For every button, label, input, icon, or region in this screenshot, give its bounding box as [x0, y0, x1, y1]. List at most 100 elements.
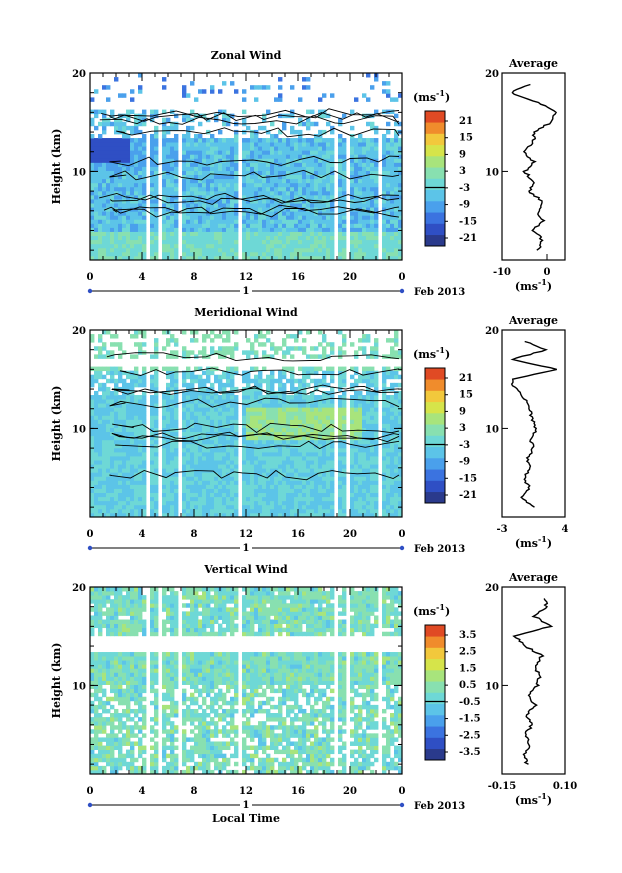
heatmap-cell: [250, 378, 255, 384]
heatmap-cell: [130, 97, 135, 102]
heatmap-cell: [114, 456, 119, 461]
heatmap-cell: [186, 423, 191, 428]
heatmap-cell: [138, 170, 143, 176]
heatmap-cell: [314, 468, 319, 473]
heatmap-cell: [322, 247, 327, 253]
heatmap-cell: [202, 439, 207, 445]
heatmap-cell: [354, 370, 359, 376]
heatmap-cell: [122, 378, 127, 384]
heatmap-cell: [266, 166, 271, 171]
heatmap-cell: [282, 354, 287, 359]
heatmap-cell: [202, 334, 207, 339]
heatmap-cell: [350, 215, 355, 220]
heatmap-cell: [398, 215, 403, 220]
heatmap-cell: [118, 174, 123, 180]
heatmap-cell: [350, 170, 355, 176]
heatmap-cell: [246, 239, 251, 245]
heatmap-cell: [306, 85, 311, 90]
heatmap-cell: [266, 178, 271, 184]
heatmap-cell: [230, 403, 235, 408]
heatmap-cell: [294, 219, 299, 224]
heatmap-cell: [154, 423, 159, 428]
heatmap-cell: [242, 374, 247, 380]
heatmap-cell: [118, 154, 123, 159]
heatmap-cell: [262, 468, 267, 473]
heatmap-cell: [154, 443, 159, 449]
heatmap-cell: [142, 146, 147, 151]
heatmap-cell: [234, 199, 239, 204]
heatmap-cell: [190, 382, 195, 388]
heatmap-cell: [90, 447, 95, 453]
heatmap-cell: [270, 399, 275, 404]
heatmap-cell: [182, 142, 187, 147]
heatmap-cell: [106, 227, 111, 232]
heatmap-cell: [114, 443, 119, 449]
heatmap-cell: [182, 460, 187, 465]
heatmap-cell: [122, 182, 127, 188]
heatmap-cell: [190, 158, 195, 163]
heatmap-cell: [174, 125, 179, 131]
heatmap-cell: [246, 390, 251, 396]
heatmap-cell: [330, 125, 335, 131]
heatmap-cell: [222, 395, 227, 400]
heatmap-cell: [122, 464, 127, 469]
heatmap-cell: [202, 350, 207, 355]
heatmap-cell: [90, 484, 95, 489]
heatmap-cell: [94, 231, 99, 237]
heatmap-cell: [306, 170, 311, 176]
heatmap-cell: [166, 419, 171, 424]
heatmap-cell: [118, 211, 123, 216]
heatmap-cell: [94, 419, 99, 424]
heatmap-cell: [94, 186, 99, 192]
heatmap-cell: [182, 423, 187, 428]
heatmap-cell: [362, 207, 367, 212]
heatmap-cell: [226, 415, 231, 420]
heatmap-cell: [242, 178, 247, 184]
heatmap-cell: [286, 182, 291, 188]
heatmap-cell: [142, 472, 147, 477]
heatmap-cell: [166, 146, 171, 151]
heatmap-cell: [182, 227, 187, 232]
heatmap-cell: [390, 109, 395, 115]
heatmap-cell: [314, 480, 319, 485]
heatmap-cell: [338, 423, 343, 428]
heatmap-cell: [386, 190, 391, 196]
heatmap-cell: [262, 223, 267, 228]
heatmap-cell: [162, 419, 167, 424]
heatmap-cell: [358, 190, 363, 196]
heatmap-cell: [114, 480, 119, 485]
heatmap-cell: [370, 504, 375, 510]
heatmap-cell: [110, 456, 115, 461]
heatmap-cell: [90, 235, 95, 241]
heatmap-cell: [226, 235, 231, 241]
heatmap-cell: [138, 508, 143, 514]
heatmap-cell: [350, 203, 355, 208]
heatmap-cell: [226, 484, 231, 489]
heatmap-cell: [230, 227, 235, 232]
heatmap-cell: [270, 219, 275, 224]
heatmap-cell: [262, 190, 267, 196]
heatmap-cell: [166, 203, 171, 208]
heatmap-cell: [258, 395, 263, 400]
heatmap-cell: [314, 370, 319, 376]
heatmap-cell: [250, 480, 255, 485]
heatmap-cell: [118, 435, 123, 441]
heatmap-cell: [234, 480, 239, 485]
heatmap-cell: [362, 247, 367, 253]
heatmap-cell: [126, 512, 131, 518]
heatmap-cell: [246, 399, 251, 404]
heatmap-cell: [118, 366, 123, 372]
heatmap-cell: [330, 239, 335, 245]
heatmap-cell: [302, 215, 307, 220]
heatmap-cell: [326, 500, 331, 506]
heatmap-cell: [234, 460, 239, 465]
heatmap-cell: [198, 174, 203, 180]
heatmap-cell: [330, 158, 335, 163]
heatmap-cell: [106, 350, 111, 355]
heatmap-cell: [102, 113, 107, 119]
heatmap-cell: [386, 227, 391, 232]
heatmap-cell: [342, 190, 347, 196]
heatmap-cell: [306, 182, 311, 188]
heatmap-cell: [302, 472, 307, 477]
heatmap-cell: [282, 350, 287, 355]
